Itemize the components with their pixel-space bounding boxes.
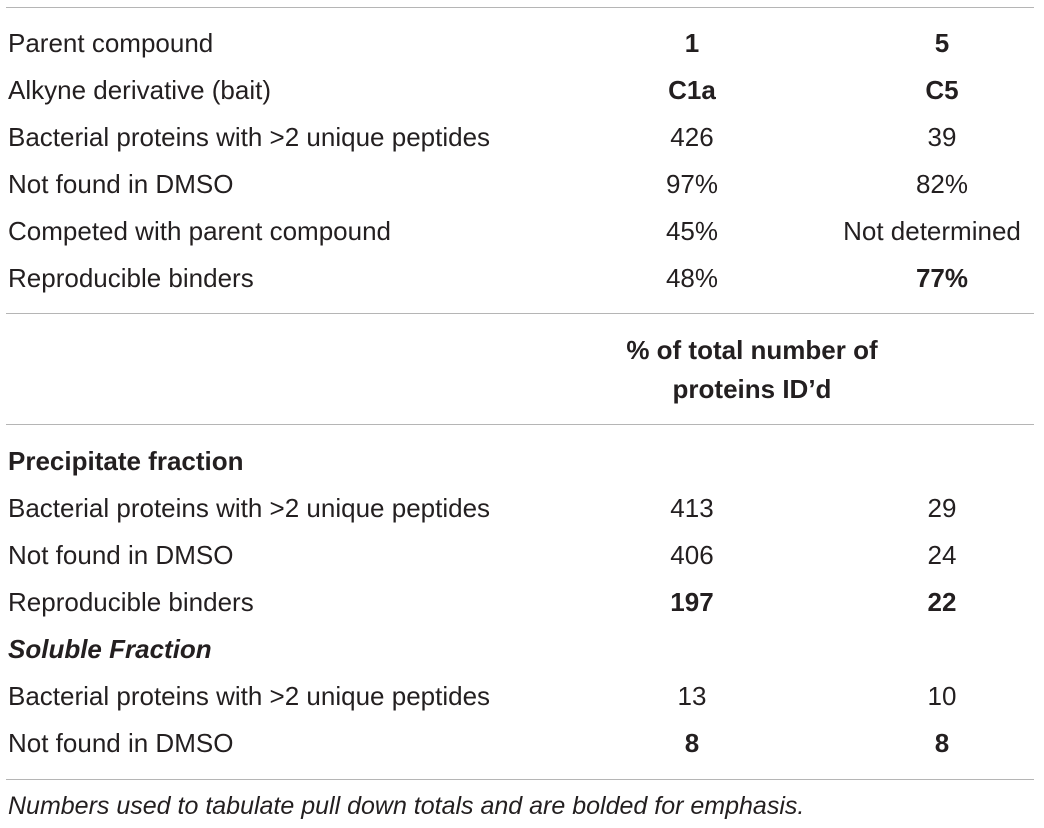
row-label: Not found in DMSO bbox=[8, 728, 234, 758]
table-row: Alkyne derivative (bait) C1a C5 bbox=[0, 70, 1044, 110]
cell-compound-5: 8 bbox=[934, 728, 950, 758]
table-row: Parent compound 1 5 bbox=[0, 23, 1044, 63]
cell-compound-5: 22 bbox=[927, 587, 957, 617]
table-row: Bacterial proteins with >2 unique peptid… bbox=[0, 117, 1044, 157]
row-label: Alkyne derivative (bait) bbox=[8, 75, 271, 105]
row-label: Bacterial proteins with >2 unique peptid… bbox=[8, 122, 491, 152]
cell-compound-5: 5 bbox=[934, 28, 950, 58]
cell-compound-5: 82% bbox=[915, 169, 969, 199]
table-row: Reproducible binders 48% 77% bbox=[0, 258, 1044, 298]
row-label: Bacterial proteins with >2 unique peptid… bbox=[8, 681, 491, 711]
subheader-line-2: proteins ID’d bbox=[672, 374, 832, 404]
table-row: Competed with parent compound 45% Not de… bbox=[0, 211, 1044, 251]
cell-compound-5: 39 bbox=[927, 122, 957, 152]
table-footnote: Numbers used to tabulate pull down total… bbox=[8, 792, 805, 820]
table-top-rule bbox=[6, 7, 1034, 8]
cell-compound-1: 45% bbox=[665, 216, 719, 246]
table-row: Bacterial proteins with >2 unique peptid… bbox=[0, 488, 1044, 528]
cell-compound-5: 29 bbox=[927, 493, 957, 523]
section-title-precipitate: Precipitate fraction bbox=[0, 441, 1044, 481]
section-title: Precipitate fraction bbox=[8, 446, 244, 476]
table-row: Not found in DMSO 406 24 bbox=[0, 535, 1044, 575]
subheader-line-1: % of total number of bbox=[626, 335, 878, 365]
table-mid-rule bbox=[6, 313, 1034, 314]
cell-compound-1: C1a bbox=[668, 75, 716, 105]
cell-compound-1: 413 bbox=[670, 493, 714, 523]
cell-compound-1: 406 bbox=[670, 540, 714, 570]
table-row: Reproducible binders 197 22 bbox=[0, 582, 1044, 622]
row-label: Not found in DMSO bbox=[8, 169, 234, 199]
cell-compound-1: 8 bbox=[684, 728, 700, 758]
row-label: Reproducible binders bbox=[8, 587, 254, 617]
row-label: Not found in DMSO bbox=[8, 540, 234, 570]
row-label: Bacterial proteins with >2 unique peptid… bbox=[8, 493, 491, 523]
cell-compound-1: 48% bbox=[665, 263, 719, 293]
cell-compound-1: 426 bbox=[670, 122, 714, 152]
table-row: Not found in DMSO 97% 82% bbox=[0, 164, 1044, 204]
table-bottom-rule bbox=[6, 779, 1034, 780]
row-label: Reproducible binders bbox=[8, 263, 254, 293]
cell-compound-1: 197 bbox=[670, 587, 714, 617]
cell-compound-5: 10 bbox=[927, 681, 957, 711]
section-title: Soluble Fraction bbox=[8, 634, 212, 664]
cell-compound-1: 97% bbox=[665, 169, 719, 199]
cell-compound-5: C5 bbox=[925, 75, 959, 105]
table-row: Bacterial proteins with >2 unique peptid… bbox=[0, 676, 1044, 716]
table-row: Not found in DMSO 8 8 bbox=[0, 723, 1044, 763]
section-title-soluble: Soluble Fraction bbox=[0, 629, 1044, 669]
row-label: Competed with parent compound bbox=[8, 216, 392, 246]
cell-compound-5: Not determined bbox=[843, 216, 1021, 246]
cell-compound-5: 24 bbox=[927, 540, 957, 570]
cell-compound-1: 13 bbox=[677, 681, 707, 711]
cell-compound-1: 1 bbox=[684, 28, 700, 58]
table-subheader-rule bbox=[6, 424, 1034, 425]
row-label: Parent compound bbox=[8, 28, 214, 58]
cell-compound-5: 77% bbox=[915, 263, 969, 293]
